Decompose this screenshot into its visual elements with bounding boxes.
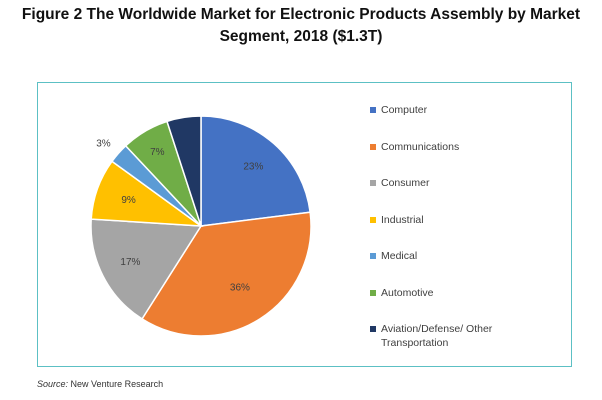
pie-slice-computer [200, 115, 311, 227]
source-note: Source: New Venture Research [37, 379, 163, 389]
legend-label: Aviation/Defense/ Other Transportation [381, 323, 493, 349]
legend-label: Automotive [381, 286, 434, 299]
pie-slice-communications [141, 211, 312, 337]
source-label: Source: [37, 379, 69, 389]
legend-swatch [370, 180, 376, 186]
pie-label-medical: 3% [96, 138, 111, 149]
pie-label-communications: 36% [230, 282, 250, 293]
pie-slices [90, 115, 312, 337]
legend-item: Communications [370, 140, 530, 154]
chart-title-line-2: Segment, 2018 ($1.3T) [219, 28, 383, 45]
legend-label: Industrial [381, 213, 424, 226]
pie-slice-consumer [90, 218, 203, 320]
legend-label: Computer [381, 104, 428, 116]
chart-title: Figure 2 The Worldwide Market for Electr… [0, 4, 602, 48]
pie-label-industrial: 9% [121, 195, 136, 206]
legend-swatch [370, 107, 376, 113]
pie-label-automotive: 7% [150, 147, 165, 158]
legend-item: Computer [370, 103, 530, 117]
pie-label-computer: 23% [243, 162, 263, 173]
legend-item: Aviation/Defense/ Other Transportation [370, 322, 530, 350]
legend-swatch [370, 143, 376, 150]
legend-item: Consumer [370, 176, 530, 190]
legend-item: Industrial [370, 213, 530, 227]
pie-label-consumer: 17% [120, 257, 140, 268]
source-text: New Venture Research [70, 379, 164, 389]
legend-swatch [370, 253, 376, 259]
chart-title-line-1: Figure 2 The Worldwide Market for Electr… [21, 6, 581, 23]
legend-swatch [370, 326, 376, 332]
pie-slice-aviation-defense-other-transportation [166, 115, 202, 227]
legend-item: Medical [370, 249, 530, 263]
legend-label: Consumer [381, 177, 430, 189]
legend-swatch [370, 216, 376, 223]
legend-label: Medical [381, 250, 418, 262]
legend-item: Automotive [370, 286, 530, 300]
legend-label: Communications [381, 140, 460, 153]
legend-swatch [370, 289, 376, 296]
pie-labels: 23% 36% 17% 9% 3% 7% [96, 138, 263, 293]
